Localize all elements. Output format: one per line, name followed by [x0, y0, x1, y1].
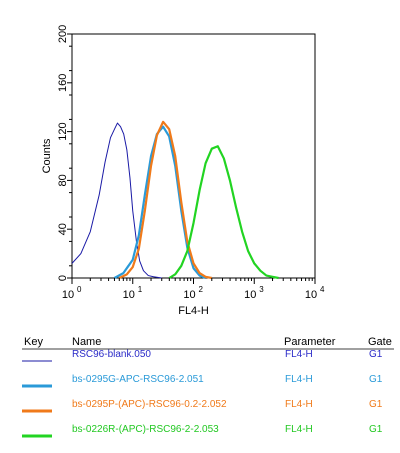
y-tick-label: 80 — [57, 174, 69, 186]
y-axis-title: Counts — [41, 138, 53, 173]
x-tick-label: 10 — [62, 289, 74, 301]
y-tick-label: 40 — [57, 223, 69, 235]
series-line-2 — [113, 125, 206, 280]
key-gate-1: G1 — [369, 349, 383, 360]
key-header-name: Name — [72, 336, 101, 348]
x-tick-label: 10 — [244, 289, 256, 301]
key-name-1: RSC96-blank.050 — [72, 349, 151, 360]
key-parameter-1: FL4-H — [285, 349, 313, 360]
y-tick-label: 120 — [57, 122, 69, 140]
key-header-gate: Gate — [368, 336, 392, 348]
series-line-1 — [71, 122, 162, 279]
x-tick-exponent: 2 — [199, 285, 204, 294]
x-tick-label: 10 — [305, 289, 317, 301]
key-table: Key Name Parameter Gate RSC96-blank.050 F… — [22, 336, 394, 438]
key-name-3: bs-0295P-(APC)-RSC96-0.2-2.052 — [72, 399, 227, 410]
x-tick-exponent: 0 — [77, 285, 82, 294]
key-gate-3: G1 — [369, 399, 383, 410]
y-tick-label: 160 — [57, 74, 69, 92]
x-tick-exponent: 1 — [138, 285, 143, 294]
key-header-key: Key — [24, 336, 43, 348]
key-parameter-2: FL4-H — [285, 374, 313, 385]
x-axis: 10 0 10 1 10 2 10 3 10 4 — [62, 278, 325, 301]
key-parameter-4: FL4-H — [285, 424, 313, 435]
key-header-parameter: Parameter — [284, 336, 336, 348]
y-tick-label: 0 — [57, 275, 69, 281]
plot-frame — [71, 33, 316, 279]
x-tick-label: 10 — [123, 289, 135, 301]
x-axis-title: FL4-H — [178, 305, 209, 317]
series-layer — [71, 120, 279, 280]
x-tick-exponent: 4 — [320, 285, 325, 294]
key-parameter-3: FL4-H — [285, 399, 313, 410]
key-gate-2: G1 — [369, 374, 383, 385]
key-rows: RSC96-blank.050 FL4-H G1 bs-0295G-APC-RSC96… — [22, 349, 383, 438]
x-tick-exponent: 3 — [259, 285, 264, 294]
key-gate-4: G1 — [369, 424, 383, 435]
x-tick-label: 10 — [183, 289, 195, 301]
key-name-2: bs-0295G-APC-RSC96-2.051 — [72, 374, 204, 385]
series-line-3 — [118, 120, 213, 280]
key-name-4: bs-0226R-(APC)-RSC96-2-2.053 — [72, 424, 219, 435]
y-axis: 0 40 80 120 160 200 — [57, 25, 72, 281]
series-line-4 — [168, 145, 279, 280]
y-tick-label: 200 — [57, 25, 69, 43]
